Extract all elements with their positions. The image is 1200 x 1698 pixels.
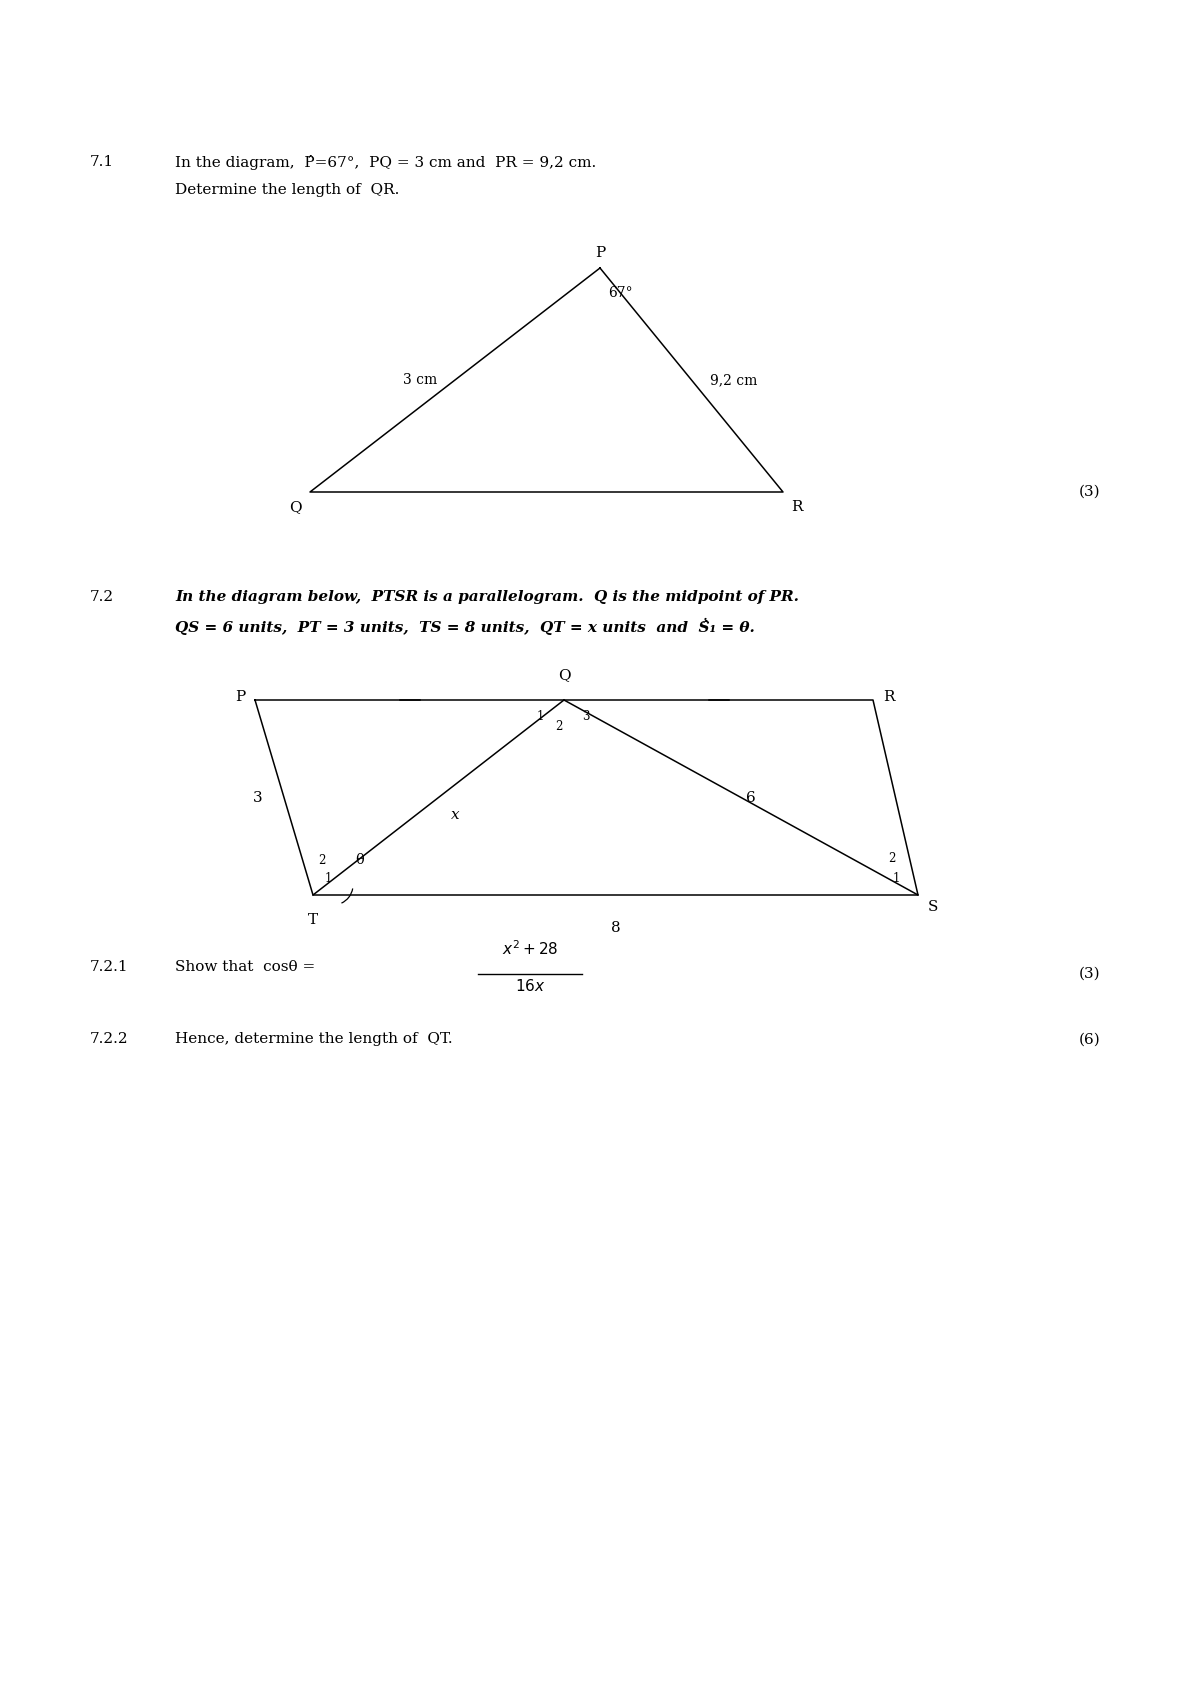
Text: S: S bbox=[928, 900, 938, 914]
Text: 67°: 67° bbox=[608, 285, 632, 301]
Text: 1: 1 bbox=[536, 710, 544, 723]
Text: (3): (3) bbox=[1079, 486, 1100, 499]
Text: 7.2.2: 7.2.2 bbox=[90, 1032, 128, 1046]
Text: In the diagram below,  PTSR is a parallelogram.  Q is the midpoint of PR.: In the diagram below, PTSR is a parallel… bbox=[175, 589, 799, 604]
Text: (3): (3) bbox=[1079, 966, 1100, 981]
Text: 7.1: 7.1 bbox=[90, 155, 114, 170]
Text: 1: 1 bbox=[893, 873, 900, 885]
Text: Determine the length of  QR.: Determine the length of QR. bbox=[175, 183, 400, 197]
Text: In the diagram,  P̂=67°,  PQ = 3 cm and  PR = 9,2 cm.: In the diagram, P̂=67°, PQ = 3 cm and PR… bbox=[175, 155, 596, 170]
Text: 8: 8 bbox=[611, 920, 620, 936]
Text: 9,2 cm: 9,2 cm bbox=[709, 374, 757, 387]
Text: $16x$: $16x$ bbox=[515, 978, 545, 993]
Text: Show that  cosθ =: Show that cosθ = bbox=[175, 959, 316, 975]
Text: P: P bbox=[595, 246, 605, 260]
Text: R: R bbox=[883, 689, 894, 705]
Text: 3: 3 bbox=[582, 710, 589, 723]
Text: 3 cm: 3 cm bbox=[403, 374, 437, 387]
Text: x: x bbox=[450, 808, 460, 822]
Text: 1: 1 bbox=[325, 873, 332, 885]
Text: P: P bbox=[235, 689, 245, 705]
Text: 7.2: 7.2 bbox=[90, 589, 114, 604]
Text: QS = 6 units,  PT = 3 units,  TS = 8 units,  QT = x units  and  Ṡ̂₁ = θ.: QS = 6 units, PT = 3 units, TS = 8 units… bbox=[175, 618, 755, 635]
Text: $x^2 + 28$: $x^2 + 28$ bbox=[502, 939, 558, 958]
Text: Q: Q bbox=[289, 499, 302, 514]
Text: 6: 6 bbox=[746, 791, 756, 805]
Text: 2: 2 bbox=[556, 720, 563, 734]
Text: 2: 2 bbox=[318, 854, 325, 868]
Text: Hence, determine the length of  QT.: Hence, determine the length of QT. bbox=[175, 1032, 452, 1046]
Text: Q: Q bbox=[558, 667, 570, 683]
Text: (6): (6) bbox=[1079, 1032, 1100, 1048]
Text: R: R bbox=[791, 499, 803, 514]
Text: θ: θ bbox=[355, 852, 364, 868]
Text: 2: 2 bbox=[889, 852, 896, 864]
Text: 7.2.1: 7.2.1 bbox=[90, 959, 128, 975]
Text: 3: 3 bbox=[252, 791, 262, 805]
Text: T: T bbox=[308, 914, 318, 927]
